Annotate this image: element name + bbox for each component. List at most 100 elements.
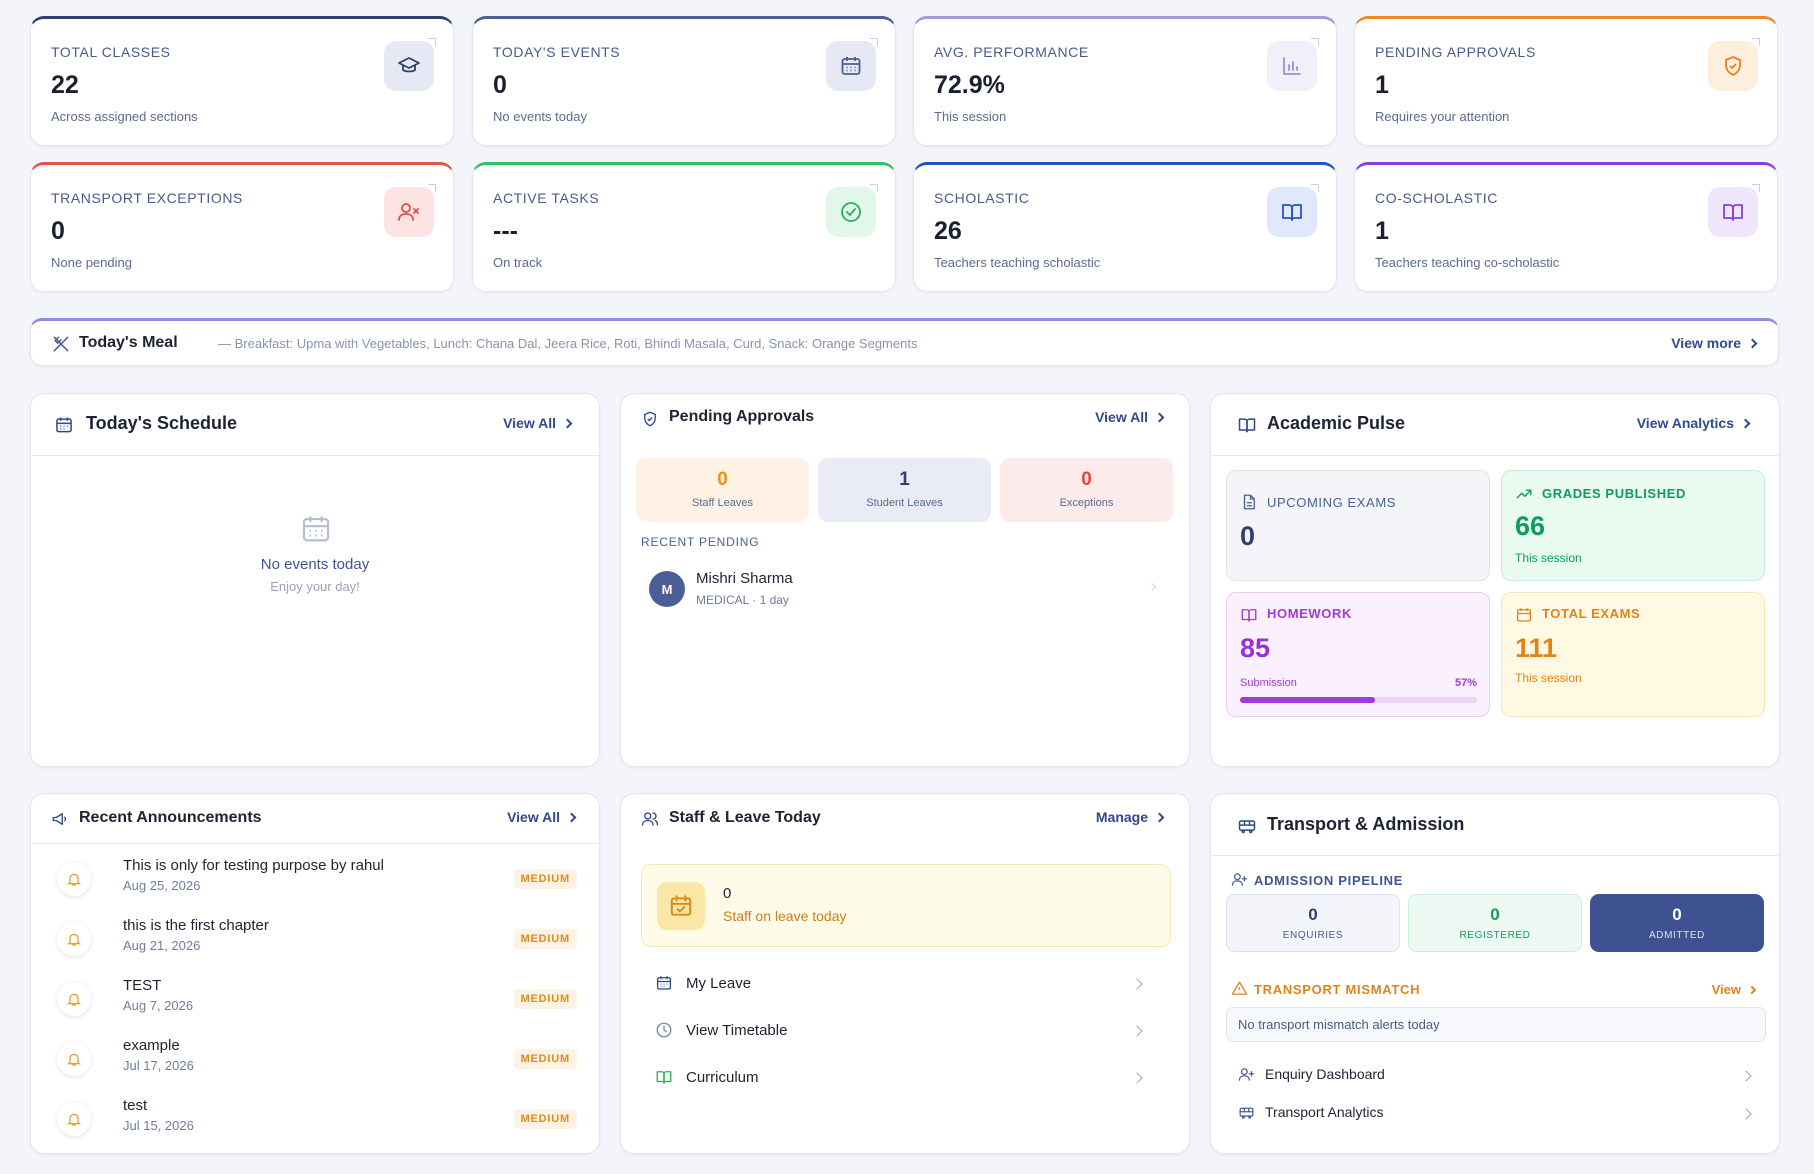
link-label: Curriculum	[686, 1069, 759, 1086]
grades-published-tile[interactable]: GRADES PUBLISHED 66 This session	[1501, 470, 1765, 581]
recent-pending-label: RECENT PENDING	[641, 535, 760, 549]
recent-announcements-panel: Recent Announcements View All This is on…	[30, 793, 600, 1154]
tile-value: 0	[1240, 521, 1256, 551]
student-leaves-count: 1	[899, 469, 910, 490]
meal-title: Today's Meal	[79, 334, 178, 351]
tile-value: 85	[1240, 633, 1271, 663]
staff-leaves-tile[interactable]: 0 Staff Leaves	[636, 458, 809, 522]
stat-sub: None pending	[51, 255, 132, 270]
stat-card-transport-exceptions[interactable]: TRANSPORT EXCEPTIONS 0 None pending	[30, 162, 454, 292]
user-x-icon	[384, 187, 434, 237]
announcement-item[interactable]: TEST Aug 7, 2026 MEDIUM	[57, 977, 577, 1029]
stat-card-active-tasks[interactable]: ACTIVE TASKS --- On track	[472, 162, 896, 292]
chevron-right-icon	[1131, 1025, 1143, 1037]
pending-item-meta: MEDICAL · 1 day	[696, 593, 789, 607]
enquiries-label: ENQUIRIES	[1282, 930, 1344, 941]
homework-tile[interactable]: HOMEWORK 85 Submission 57%	[1226, 592, 1490, 717]
staff-leave-text: Staff on leave today	[723, 908, 847, 924]
book-open-icon	[655, 1068, 673, 1091]
bell-icon	[57, 862, 91, 896]
total-exams-tile[interactable]: TOTAL EXAMS 111 This session	[1501, 592, 1765, 717]
stat-card-co-scholastic[interactable]: CO-SCHOLASTIC 1 Teachers teaching co-sch…	[1354, 162, 1778, 292]
submission-percent: 57%	[1454, 677, 1477, 689]
announcement-title: example	[123, 1037, 180, 1054]
announcement-date: Aug 7, 2026	[123, 998, 194, 1013]
panel-title: Staff & Leave Today	[669, 809, 821, 826]
announcement-item[interactable]: this is the first chapter Aug 21, 2026 M…	[57, 917, 577, 969]
stat-sub: Across assigned sections	[51, 109, 198, 124]
stat-sub: No events today	[493, 109, 587, 124]
stat-value: ---	[493, 217, 518, 245]
manage-label: Manage	[1095, 809, 1148, 825]
submission-progress-fill	[1240, 697, 1376, 703]
submission-progress-track	[1240, 697, 1477, 703]
registered-tile[interactable]: 0 REGISTERED	[1408, 894, 1582, 952]
announcement-date: Jul 15, 2026	[123, 1118, 194, 1133]
view-analytics-link[interactable]: View Analytics	[1637, 415, 1751, 431]
stat-card-avg-performance[interactable]: AVG. PERFORMANCE 72.9% This session	[913, 16, 1337, 146]
upcoming-exams-tile[interactable]: UPCOMING EXAMS 0	[1226, 470, 1490, 581]
admitted-label: ADMITTED	[1649, 930, 1705, 941]
expand-icon[interactable]	[1311, 38, 1319, 46]
stat-card-scholastic[interactable]: SCHOLASTIC 26 Teachers teaching scholast…	[913, 162, 1337, 292]
announcement-item[interactable]: test Jul 15, 2026 MEDIUM	[57, 1097, 577, 1149]
chevron-right-icon	[562, 418, 573, 429]
priority-badge: MEDIUM	[513, 989, 577, 1009]
view-all-link[interactable]: View All	[503, 415, 573, 431]
expand-icon[interactable]	[1752, 38, 1760, 46]
avatar: M	[649, 571, 685, 607]
enquiry-dashboard-link[interactable]: Enquiry Dashboard	[1238, 1064, 1758, 1090]
admitted-tile[interactable]: 0 ADMITTED	[1590, 894, 1764, 952]
panel-header: Academic Pulse View Analytics	[1211, 394, 1779, 456]
manage-link[interactable]: Manage	[1095, 809, 1165, 825]
expand-icon[interactable]	[1311, 184, 1319, 192]
expand-icon[interactable]	[428, 184, 436, 192]
stat-card-total-classes[interactable]: TOTAL CLASSES 22 Across assigned section…	[30, 16, 454, 146]
pending-approvals-panel: Pending Approvals View All 0 Staff Leave…	[620, 393, 1190, 767]
admitted-count: 0	[1672, 905, 1682, 924]
panel-header: Transport & Admission	[1211, 794, 1779, 856]
stat-sub: Teachers teaching co-scholastic	[1375, 255, 1560, 270]
tile-value: 66	[1515, 511, 1546, 541]
expand-icon[interactable]	[870, 38, 878, 46]
trending-up-icon	[1515, 485, 1533, 508]
expand-icon[interactable]	[870, 184, 878, 192]
expand-icon[interactable]	[428, 38, 436, 46]
stat-sub: On track	[493, 255, 543, 270]
student-leaves-tile[interactable]: 1 Student Leaves	[818, 458, 991, 522]
todays-schedule-panel: Today's Schedule View All No events toda…	[30, 393, 600, 767]
exceptions-count: 0	[1081, 469, 1092, 490]
announcement-item[interactable]: This is only for testing purpose by rahu…	[57, 857, 577, 909]
empty-state-title: No events today	[260, 556, 370, 573]
panel-title: Academic Pulse	[1267, 413, 1406, 433]
book-open-icon	[1708, 187, 1758, 237]
announcement-item[interactable]: example Jul 17, 2026 MEDIUM	[57, 1037, 577, 1089]
tile-sub: This session	[1515, 551, 1582, 565]
view-timetable-link[interactable]: View Timetable	[655, 1018, 1155, 1048]
stat-card-todays-events[interactable]: TODAY'S EVENTS 0 No events today	[472, 16, 896, 146]
view-all-link[interactable]: View All	[507, 809, 577, 825]
stat-card-pending-approvals[interactable]: PENDING APPROVALS 1 Requires your attent…	[1354, 16, 1778, 146]
stat-value: 0	[51, 217, 65, 245]
link-label: View Timetable	[686, 1022, 788, 1039]
mismatch-view-link[interactable]: View	[1712, 982, 1757, 997]
curriculum-link[interactable]: Curriculum	[655, 1065, 1155, 1095]
exceptions-tile[interactable]: 0 Exceptions	[1000, 458, 1173, 522]
transport-analytics-link[interactable]: Transport Analytics	[1238, 1102, 1758, 1128]
announcement-title: this is the first chapter	[123, 917, 269, 934]
enquiries-count: 0	[1308, 905, 1318, 924]
stat-label: TODAY'S EVENTS	[493, 44, 621, 60]
my-leave-link[interactable]: My Leave	[655, 971, 1155, 1001]
chevron-right-icon	[1131, 978, 1143, 990]
view-all-label: View All	[503, 415, 556, 431]
chevron-right-icon	[566, 812, 577, 823]
expand-icon[interactable]	[1752, 184, 1760, 192]
bar-chart-icon	[1267, 41, 1317, 91]
view-all-link[interactable]: View All	[1095, 409, 1165, 425]
link-label: My Leave	[686, 975, 752, 992]
enquiries-tile[interactable]: 0 ENQUIRIES	[1226, 894, 1400, 952]
stat-label: TOTAL CLASSES	[51, 44, 171, 60]
view-more-link[interactable]: View more	[1671, 335, 1758, 351]
registered-label: REGISTERED	[1459, 930, 1531, 941]
transport-mismatch-label: TRANSPORT MISMATCH	[1254, 982, 1421, 997]
